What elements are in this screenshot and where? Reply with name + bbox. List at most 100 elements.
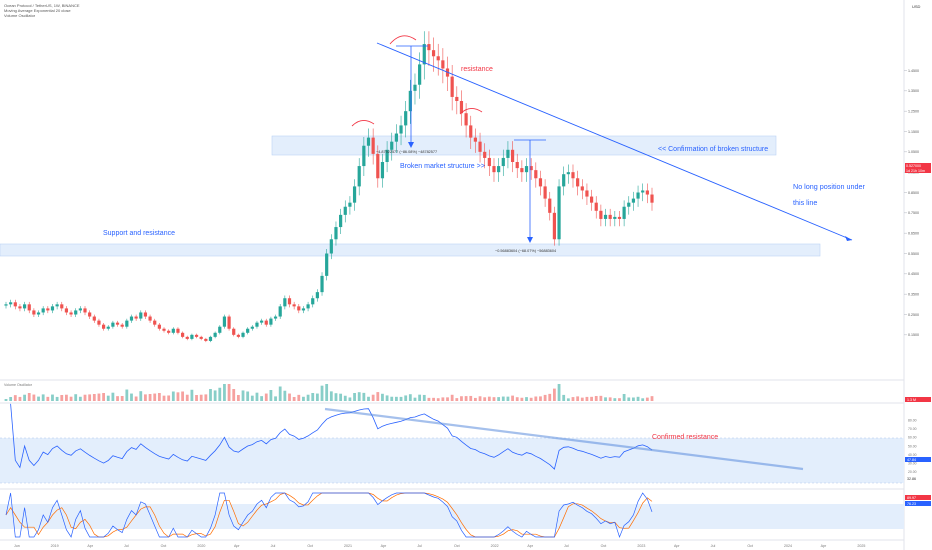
candle-body	[278, 306, 282, 317]
candle-body	[260, 320, 264, 323]
candle-body	[557, 186, 561, 240]
candle-body	[645, 190, 649, 195]
volume-bar	[325, 384, 329, 401]
candle-body	[380, 162, 385, 179]
candle-body	[9, 302, 13, 305]
candle-body	[431, 50, 436, 57]
time-axis-label: 2022	[491, 544, 499, 548]
volume-bar	[576, 396, 580, 401]
candle-body	[246, 328, 250, 333]
candle-body	[534, 170, 538, 179]
candle-body	[273, 316, 278, 319]
volume-bar	[404, 395, 408, 401]
rsi-tick-label: 20.00	[908, 470, 917, 474]
annotation-this-line: this line	[793, 198, 817, 207]
resistance-arc-1	[389, 35, 417, 45]
candle-body	[501, 157, 505, 167]
candle-body	[641, 190, 645, 193]
candle-body	[562, 174, 566, 187]
candle-body	[427, 44, 431, 51]
volume-bar	[209, 389, 212, 401]
candle-body	[167, 330, 171, 333]
rsi-tick-label: 30.00	[908, 462, 917, 466]
rsi-resistance-trendline[interactable]	[324, 407, 804, 471]
volume-bar	[385, 395, 389, 401]
volume-bar	[37, 396, 40, 401]
volume-bar	[422, 394, 426, 401]
volume-bar	[74, 394, 78, 401]
rsi-value-label: 47.84	[907, 458, 916, 462]
volume-bar	[241, 390, 245, 401]
candle-body	[552, 212, 557, 240]
candle-body	[88, 312, 92, 317]
volume-bar	[506, 396, 510, 401]
volume-bar	[213, 390, 217, 401]
price-tick-label: 1.0500	[908, 150, 919, 154]
time-axis-label: 2020	[197, 544, 205, 548]
volume-bar	[288, 393, 291, 401]
stoch-d-label: 76.23	[907, 502, 916, 506]
volume-bar	[144, 394, 147, 401]
candle-body	[617, 216, 622, 219]
candle-body	[190, 334, 194, 339]
rsi-band	[0, 438, 904, 483]
candle-body	[194, 334, 199, 337]
candle-body	[139, 312, 143, 319]
volume-bar	[278, 386, 282, 401]
candle-body	[650, 194, 654, 203]
candle-body	[74, 310, 78, 315]
time-axis-label: 2024	[784, 544, 792, 548]
volume-bar	[483, 397, 487, 401]
time-axis-label: Apr	[674, 544, 680, 548]
price-tick-label: 0.5500	[908, 252, 919, 256]
volume-bar	[306, 394, 310, 401]
volume-bar	[223, 384, 226, 401]
candle-body	[594, 202, 598, 211]
volume-bar	[9, 397, 13, 401]
candle-body	[320, 275, 324, 293]
volume-bar	[311, 393, 315, 401]
volume-bar	[250, 395, 254, 401]
volume-bar	[450, 394, 454, 401]
volume-bar	[557, 384, 561, 401]
candle-body	[69, 312, 73, 315]
volume-bar	[255, 392, 259, 401]
candle-body	[232, 328, 236, 335]
volume-bar	[148, 394, 152, 401]
candle-body	[599, 210, 603, 219]
volume-bar	[348, 397, 352, 401]
volume-bar	[139, 391, 143, 401]
volume-bar	[297, 394, 301, 401]
candle-body	[404, 111, 408, 126]
price-tick-label: 0.2500	[908, 313, 919, 317]
descending-trendline[interactable]	[376, 42, 853, 241]
time-axis-label: Apr	[527, 544, 533, 548]
resistance-zone[interactable]	[271, 135, 777, 156]
annotation-resistance: resistance	[461, 66, 493, 73]
candle-body	[41, 308, 45, 313]
volume-bar	[553, 388, 556, 401]
candle-body	[376, 153, 380, 179]
volume-bar	[650, 396, 654, 401]
time-axis-label: 2021	[344, 544, 352, 548]
time-axis-label: Apr	[821, 544, 827, 548]
candle-body	[204, 338, 208, 341]
volume-bar	[632, 397, 635, 401]
candle-body	[92, 316, 96, 321]
candle-body	[608, 214, 612, 219]
volume-pane-label: Volume Oscillator	[4, 383, 33, 387]
volume-bar	[260, 396, 264, 401]
candle-body	[55, 304, 59, 307]
candle-body	[213, 332, 217, 337]
volume-bar	[469, 395, 473, 401]
time-axis[interactable]: Jun 2019 Apr Jul Oct 2020 Apr Jul Oct 2021 Apr Jul O…	[14, 544, 865, 548]
volume-bar	[116, 396, 119, 401]
volume-bar	[580, 397, 584, 401]
candle-body	[306, 304, 310, 309]
header-indicator: Moving Average Exponential 20 close	[4, 8, 71, 13]
rsi-path	[10, 403, 653, 470]
volume-bar	[427, 397, 431, 401]
time-axis-label: Oct	[161, 544, 167, 548]
support-zone[interactable]	[0, 243, 821, 257]
